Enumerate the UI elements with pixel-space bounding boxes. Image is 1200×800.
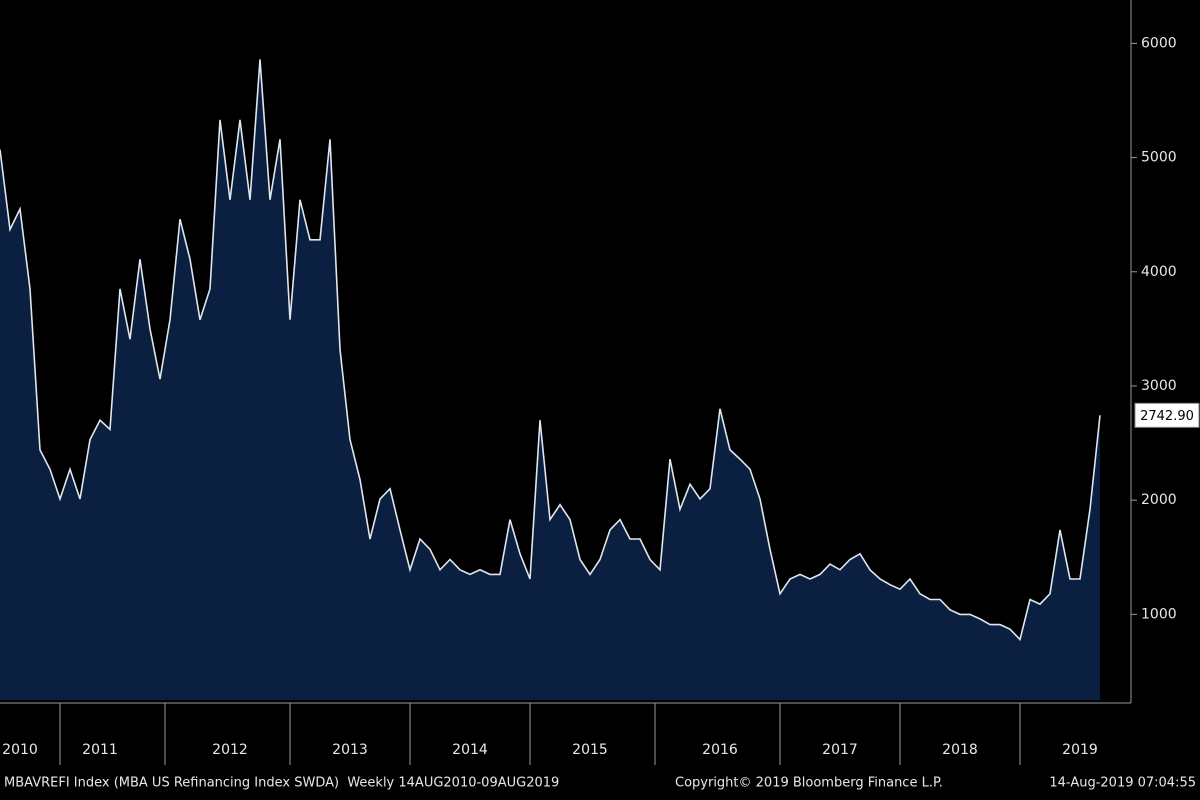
x-tick-label: 2010	[2, 742, 38, 758]
last-value-box	[1134, 402, 1200, 428]
y-tick-label: 5000	[1141, 150, 1177, 166]
y-tick-label: 6000	[1141, 35, 1177, 51]
footer-left: MBAVREFI Index (MBA US Refinancing Index…	[4, 776, 559, 791]
x-tick-label: 2014	[452, 742, 488, 758]
y-tick-label: 3000	[1141, 378, 1177, 394]
y-tick-label: 2000	[1141, 492, 1177, 508]
x-tick-label: 2015	[572, 742, 608, 758]
x-tick-label: 2018	[942, 742, 978, 758]
y-tick-label: 1000	[1141, 606, 1177, 622]
x-tick-label: 2017	[822, 742, 858, 758]
x-tick-label: 2011	[82, 742, 118, 758]
x-tick-label: 2016	[702, 742, 738, 758]
footer-center: Copyright© 2019 Bloomberg Finance L.P.	[675, 776, 943, 791]
area-fill	[0, 59, 1100, 700]
footer-right: 14-Aug-2019 07:04:55	[1049, 776, 1196, 791]
last-value-label: 2742.90	[1140, 409, 1194, 424]
x-tick-label: 2012	[212, 742, 248, 758]
series-line	[0, 59, 1101, 642]
x-tick-label: 2019	[1062, 742, 1098, 758]
y-tick-label: 4000	[1141, 264, 1177, 280]
x-tick-label: 2013	[332, 742, 368, 758]
